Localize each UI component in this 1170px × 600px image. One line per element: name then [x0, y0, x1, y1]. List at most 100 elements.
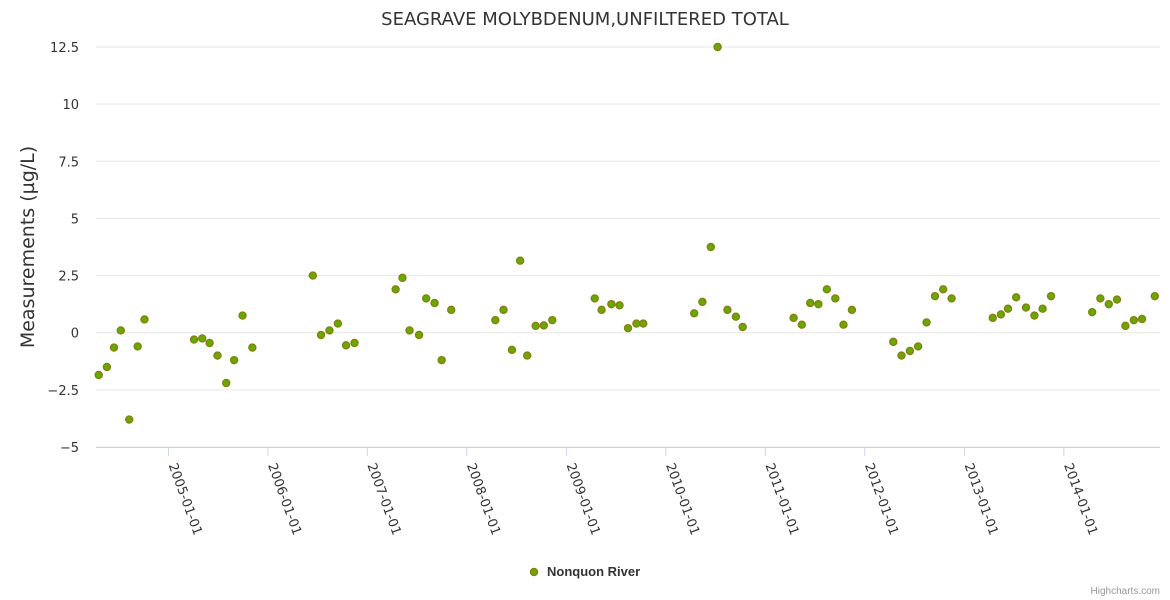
- data-point[interactable]: [102, 362, 112, 372]
- data-point[interactable]: [539, 321, 549, 330]
- data-point[interactable]: [94, 370, 103, 380]
- data-point[interactable]: [639, 319, 648, 328]
- data-point[interactable]: [905, 346, 915, 356]
- data-point[interactable]: [806, 298, 815, 308]
- data-point[interactable]: [109, 343, 119, 352]
- x-tick-label: 2013-01-01: [961, 461, 1001, 537]
- data-point[interactable]: [623, 323, 633, 333]
- data-point[interactable]: [698, 297, 707, 307]
- data-point[interactable]: [847, 305, 857, 315]
- data-point[interactable]: [491, 315, 500, 325]
- data-point[interactable]: [822, 285, 832, 294]
- data-point[interactable]: [198, 334, 207, 343]
- data-point[interactable]: [1104, 299, 1113, 309]
- legend-marker[interactable]: [529, 567, 539, 577]
- x-tick-label: 2012-01-01: [861, 461, 901, 537]
- data-point[interactable]: [515, 256, 525, 265]
- data-point[interactable]: [930, 291, 940, 301]
- data-point[interactable]: [391, 285, 400, 294]
- data-point[interactable]: [797, 320, 806, 329]
- data-point[interactable]: [325, 326, 334, 335]
- data-point[interactable]: [140, 315, 149, 324]
- grid-lines: [96, 46, 1160, 448]
- data-point[interactable]: [607, 299, 616, 309]
- data-point[interactable]: [597, 305, 606, 315]
- series-nonquon-river[interactable]: [94, 42, 1160, 424]
- data-point[interactable]: [213, 351, 222, 360]
- x-axis: 2005-01-01 2006-01-01 2007-01-01 2008-01-01…: [96, 447, 1160, 537]
- data-point[interactable]: [222, 378, 231, 388]
- data-point[interactable]: [133, 342, 142, 351]
- data-point[interactable]: [1021, 303, 1031, 312]
- data-point[interactable]: [447, 305, 456, 315]
- data-point[interactable]: [430, 298, 439, 308]
- data-point[interactable]: [238, 311, 247, 320]
- data-point[interactable]: [897, 351, 906, 360]
- y-axis-label: Measurements (µg/L): [17, 146, 39, 348]
- data-point[interactable]: [947, 294, 956, 303]
- data-point[interactable]: [405, 326, 414, 335]
- data-point[interactable]: [421, 294, 431, 303]
- data-point[interactable]: [1096, 294, 1105, 303]
- data-point[interactable]: [1087, 307, 1097, 317]
- data-point[interactable]: [437, 355, 446, 365]
- data-point[interactable]: [531, 321, 540, 331]
- y-axis: −5 −2.5 0 2.5 5 7.5 10 12.5: [47, 41, 79, 456]
- data-point[interactable]: [996, 310, 1006, 319]
- data-point[interactable]: [398, 273, 407, 283]
- data-point[interactable]: [316, 330, 326, 340]
- data-point[interactable]: [1030, 311, 1039, 320]
- data-point[interactable]: [988, 313, 997, 323]
- data-point[interactable]: [1011, 293, 1021, 302]
- data-point[interactable]: [723, 305, 732, 315]
- data-point[interactable]: [632, 319, 641, 328]
- legend[interactable]: Nonquon River: [529, 564, 640, 579]
- data-point[interactable]: [499, 305, 508, 315]
- data-point[interactable]: [189, 335, 199, 344]
- data-point[interactable]: [1150, 291, 1160, 301]
- data-point[interactable]: [615, 301, 624, 310]
- data-point[interactable]: [731, 312, 741, 321]
- data-point[interactable]: [548, 315, 557, 325]
- data-point[interactable]: [913, 342, 923, 351]
- data-point[interactable]: [507, 345, 517, 355]
- data-point[interactable]: [333, 319, 343, 328]
- y-tick-label: 0: [71, 327, 79, 342]
- data-point[interactable]: [1038, 304, 1047, 313]
- data-point[interactable]: [350, 338, 359, 348]
- data-point[interactable]: [116, 326, 125, 335]
- x-tick-label: 2008-01-01: [463, 461, 503, 537]
- x-tick-label: 2005-01-01: [165, 461, 205, 537]
- data-point[interactable]: [738, 322, 747, 332]
- data-point[interactable]: [341, 341, 351, 350]
- highcharts-credit-link[interactable]: Highcharts.com: [1091, 586, 1160, 597]
- data-point[interactable]: [1137, 314, 1147, 324]
- data-point[interactable]: [590, 294, 599, 303]
- data-point[interactable]: [125, 415, 134, 424]
- data-point[interactable]: [713, 42, 722, 52]
- data-point[interactable]: [229, 355, 239, 365]
- data-point[interactable]: [1046, 291, 1056, 301]
- data-point[interactable]: [414, 330, 424, 340]
- data-point[interactable]: [308, 271, 318, 280]
- data-point[interactable]: [248, 343, 257, 352]
- data-point[interactable]: [889, 337, 898, 347]
- data-point[interactable]: [523, 351, 532, 360]
- data-point[interactable]: [789, 313, 798, 323]
- data-point[interactable]: [938, 285, 948, 294]
- data-point[interactable]: [1129, 315, 1139, 325]
- data-point[interactable]: [1112, 295, 1122, 304]
- data-point[interactable]: [831, 294, 840, 303]
- data-point[interactable]: [839, 320, 848, 329]
- data-point[interactable]: [689, 309, 699, 318]
- data-point[interactable]: [1003, 304, 1013, 313]
- x-tick-label: 2009-01-01: [563, 461, 603, 537]
- data-point[interactable]: [706, 242, 716, 252]
- data-point[interactable]: [814, 299, 823, 309]
- data-point[interactable]: [922, 318, 931, 327]
- data-point[interactable]: [1121, 321, 1130, 331]
- legend-item-nonquon-river[interactable]: Nonquon River: [547, 564, 640, 579]
- data-point[interactable]: [205, 338, 214, 348]
